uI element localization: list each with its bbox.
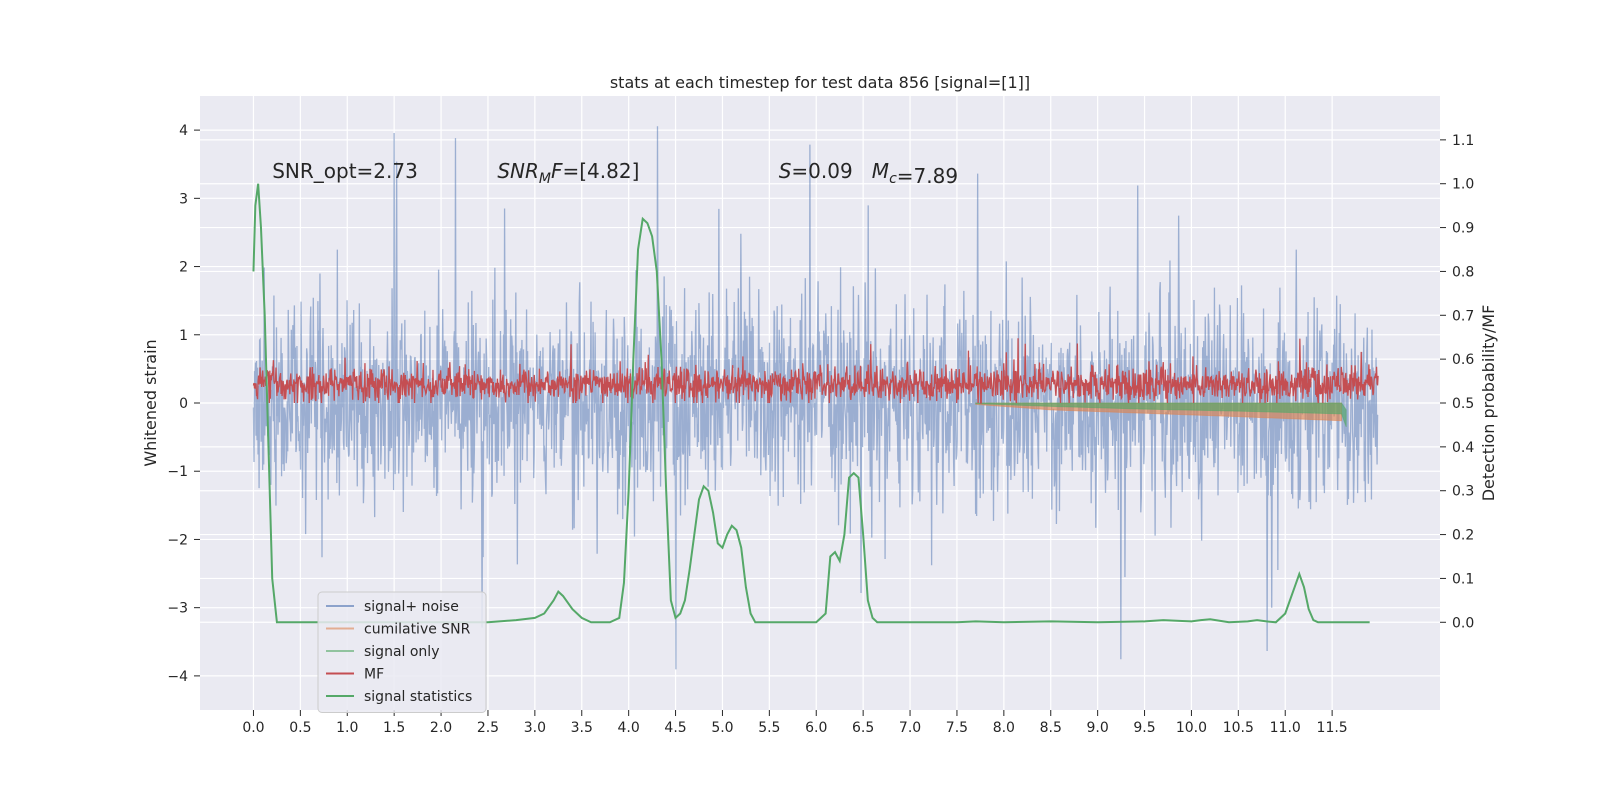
y-left-tick-label-1: −3 bbox=[167, 601, 188, 617]
y-left-tick-label-2: −2 bbox=[167, 532, 188, 548]
annotation-1: SNRMF=[4.82] bbox=[497, 159, 639, 187]
x-tick-label-0: 0.0 bbox=[242, 720, 264, 736]
series-signal-statistics bbox=[252, 183, 1370, 624]
y-right-tick-label-6: 0.6 bbox=[1452, 352, 1474, 368]
legend: signal+ noise cumilative SNR signal only MF… bbox=[317, 591, 487, 713]
x-tick-label-9: 4.5 bbox=[664, 720, 686, 736]
legend-label-4: signal statistics bbox=[364, 689, 472, 705]
y-right-tick-label-2: 0.2 bbox=[1452, 528, 1474, 544]
y-left-tick-label-7: 3 bbox=[179, 191, 188, 207]
y-axis-right-label: Detection probability/MF bbox=[1479, 305, 1498, 502]
x-tick-label-15: 7.5 bbox=[946, 720, 968, 736]
x-tick-label-20: 10.0 bbox=[1176, 720, 1207, 736]
annotations: SNR_opt=2.73 SNRMF=[4.82] S=0.09 Mc=7.89 bbox=[272, 159, 958, 188]
x-tick-label-2: 1.0 bbox=[336, 720, 358, 736]
series-signal-noise bbox=[252, 126, 1379, 670]
series-path-0 bbox=[252, 126, 1379, 670]
x-tick-label-13: 6.5 bbox=[852, 720, 874, 736]
legend-label-1: cumilative SNR bbox=[364, 622, 471, 638]
y-right-tick-label-11: 1.1 bbox=[1452, 133, 1474, 149]
annotation-0: SNR_opt=2.73 bbox=[272, 159, 418, 183]
y-left-tick-label-3: −1 bbox=[167, 464, 188, 480]
x-tick-label-14: 7.0 bbox=[899, 720, 921, 736]
annotation-2: S=0.09 Mc=7.89 bbox=[779, 159, 958, 188]
y-axis-right: 0.0 0.1 0.2 0.3 0.4 0.5 0.6 0.7 0.8 0.9 1.0 1.1 bbox=[1440, 133, 1474, 631]
x-axis: 0.0 0.5 1.0 1.5 2.0 2.5 3.0 3.5 4.0 4.5 5.0 5.5 6.0 6… bbox=[242, 710, 1348, 736]
series-path-4 bbox=[252, 183, 1370, 624]
series-mf bbox=[252, 338, 1379, 404]
y-right-tick-label-1: 0.1 bbox=[1452, 571, 1474, 587]
y-right-tick-label-7: 0.7 bbox=[1452, 308, 1474, 324]
x-tick-label-18: 9.0 bbox=[1087, 720, 1109, 736]
y-left-tick-label-0: −4 bbox=[167, 669, 188, 685]
y-right-tick-label-10: 1.0 bbox=[1452, 177, 1474, 193]
x-tick-label-7: 3.5 bbox=[571, 720, 593, 736]
x-tick-label-4: 2.0 bbox=[430, 720, 452, 736]
y-left-tick-label-4: 0 bbox=[179, 396, 188, 412]
y-right-tick-label-8: 0.8 bbox=[1452, 264, 1474, 280]
series-signal-only bbox=[975, 402, 1347, 428]
x-tick-label-23: 11.5 bbox=[1317, 720, 1348, 736]
x-tick-label-8: 4.0 bbox=[618, 720, 640, 736]
y-left-tick-label-8: 4 bbox=[179, 123, 188, 139]
legend-label-2: signal only bbox=[364, 644, 439, 660]
x-tick-label-12: 6.0 bbox=[805, 720, 827, 736]
x-tick-label-16: 8.0 bbox=[993, 720, 1015, 736]
legend-label-3: MF bbox=[364, 667, 384, 683]
series-path-2 bbox=[975, 402, 1347, 428]
y-axis-left: −4 −3 −2 −1 0 1 2 3 4 bbox=[167, 123, 200, 685]
x-tick-label-1: 0.5 bbox=[289, 720, 311, 736]
x-tick-label-5: 2.5 bbox=[477, 720, 499, 736]
y-right-tick-label-5: 0.5 bbox=[1452, 396, 1474, 412]
series-path-3 bbox=[252, 338, 1379, 404]
x-tick-label-6: 3.0 bbox=[524, 720, 546, 736]
series-layer bbox=[252, 126, 1379, 670]
x-tick-label-3: 1.5 bbox=[383, 720, 405, 736]
legend-box bbox=[317, 591, 487, 713]
y-right-tick-label-4: 0.4 bbox=[1452, 440, 1474, 456]
y-axis-left-label: Whitened strain bbox=[141, 339, 160, 466]
x-tick-label-21: 10.5 bbox=[1223, 720, 1254, 736]
chart-title: stats at each timestep for test data 856… bbox=[610, 73, 1030, 92]
x-tick-label-11: 5.5 bbox=[758, 720, 780, 736]
y-right-tick-label-0: 0.0 bbox=[1452, 615, 1474, 631]
x-tick-label-17: 8.5 bbox=[1040, 720, 1062, 736]
y-left-tick-label-6: 2 bbox=[179, 260, 188, 276]
y-right-tick-label-9: 0.9 bbox=[1452, 221, 1474, 237]
x-tick-label-10: 5.0 bbox=[711, 720, 733, 736]
x-tick-label-19: 9.5 bbox=[1133, 720, 1155, 736]
x-tick-label-22: 11.0 bbox=[1270, 720, 1301, 736]
y-right-tick-label-3: 0.3 bbox=[1452, 484, 1474, 500]
y-left-tick-label-5: 1 bbox=[179, 328, 188, 344]
legend-label-0: signal+ noise bbox=[364, 599, 459, 615]
